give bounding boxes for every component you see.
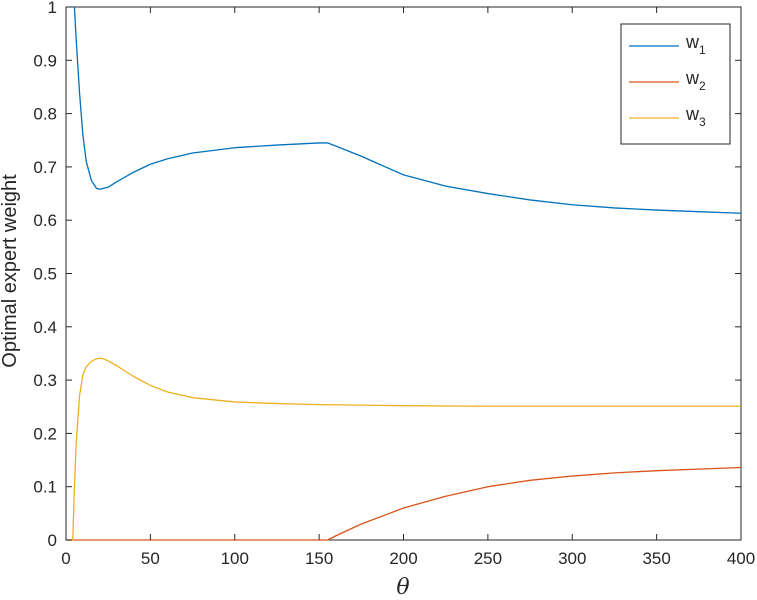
- y-tick-label: 0.5: [33, 265, 57, 284]
- y-tick-label: 0.3: [33, 371, 57, 390]
- x-axis-label: θ: [396, 575, 409, 600]
- y-tick-label: 0.2: [33, 424, 57, 443]
- y-axis-label: Optimal expert weight: [0, 174, 21, 368]
- x-tick-label: 200: [389, 549, 417, 568]
- y-tick-label: 0.4: [33, 318, 57, 337]
- x-tick-label: 250: [474, 549, 502, 568]
- y-tick-label: 0.7: [33, 158, 57, 177]
- axis-ticks: 0 50 100 150 200 250 300 350 400 0 0.1 0.2 0.3 0.4 0.5…: [33, 0, 755, 568]
- x-tick-label: 400: [727, 549, 755, 568]
- y-tick-label: 0.9: [33, 51, 57, 70]
- x-tick-label: 350: [642, 549, 670, 568]
- x-tick-label: 300: [558, 549, 586, 568]
- x-tick-label: 150: [305, 549, 333, 568]
- legend-box: [620, 23, 731, 145]
- y-tick-label: 0.6: [33, 211, 57, 230]
- y-tick-label: 0: [48, 531, 57, 550]
- series-line-w2: [66, 466, 742, 541]
- y-tick-label: 1: [48, 0, 57, 17]
- x-tick-label: 50: [141, 549, 160, 568]
- y-tick-label: 0.8: [33, 105, 57, 124]
- x-tick-label: 0: [61, 549, 70, 568]
- x-tick-label: 100: [221, 549, 249, 568]
- series-line-w1: [73, 6, 742, 214]
- series-layer: [66, 6, 742, 541]
- series-line-w3: [66, 357, 741, 541]
- y-tick-label: 0.1: [33, 478, 57, 497]
